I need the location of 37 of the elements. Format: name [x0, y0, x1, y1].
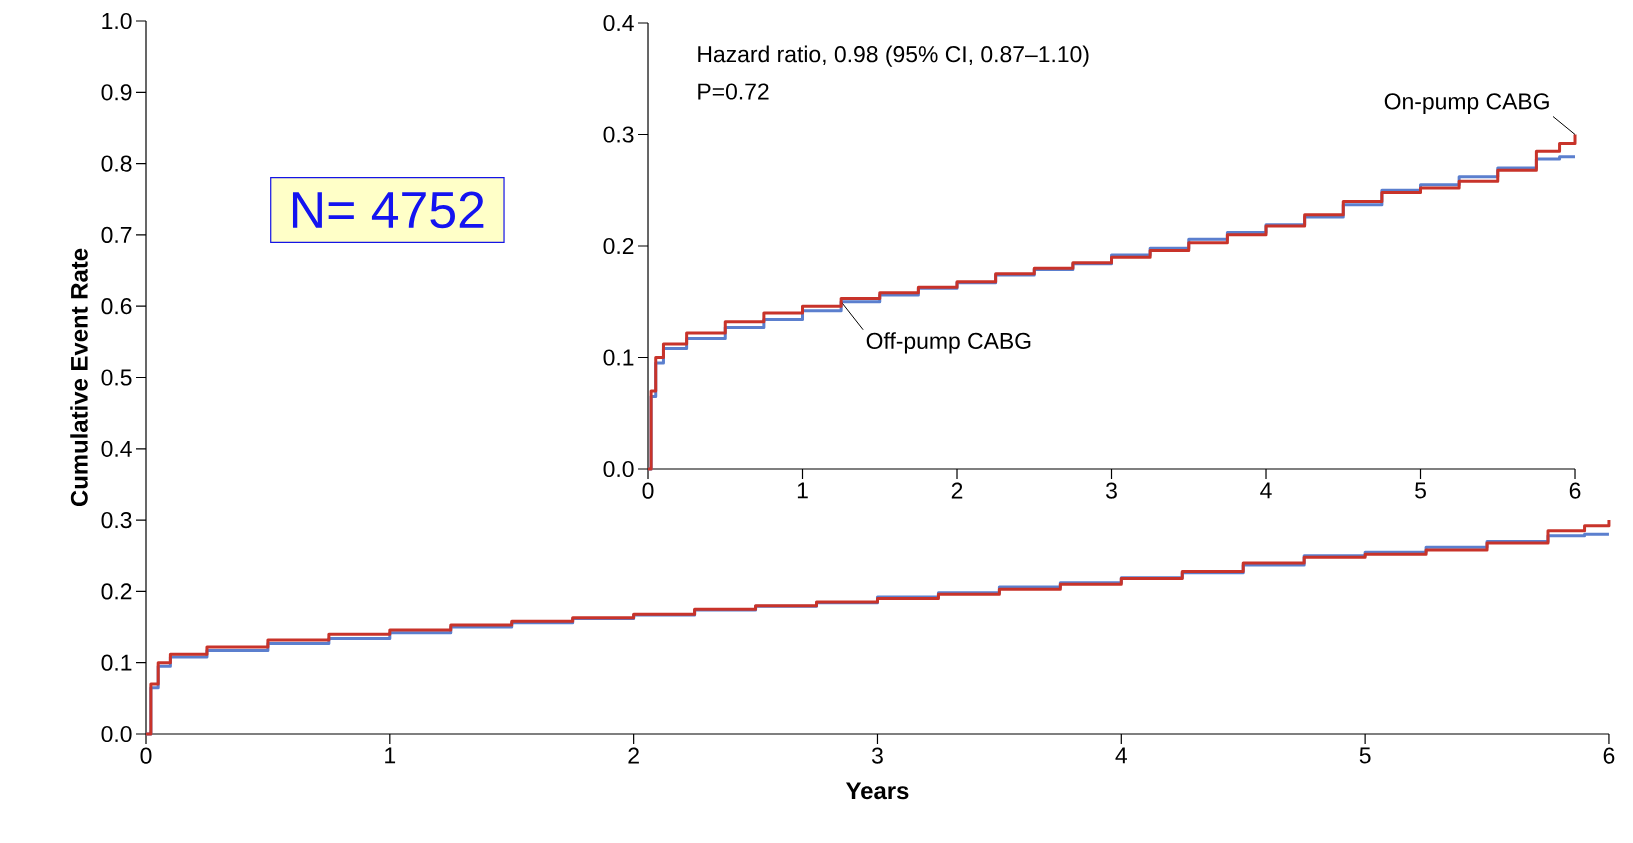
x-axis-title: Years [845, 782, 909, 800]
y-tick-label: 0.2 [101, 583, 132, 600]
annotation: P=0.72 [698, 83, 769, 100]
y-axis-title: Cumulative Event Rate [70, 248, 88, 507]
x-tick-label: 1 [385, 747, 396, 764]
x-tick-label: 5 [1359, 747, 1371, 764]
y-tick-label: 0.2 [603, 237, 634, 255]
x-tick-label: 6 [1569, 482, 1581, 499]
y-tick-label: 0.8 [101, 155, 132, 172]
x-tick-label: 2 [628, 747, 639, 764]
x-tick-label: 4 [1260, 482, 1272, 499]
y-tick-label: 0.1 [101, 654, 132, 671]
annotation: N= 4752 [292, 191, 484, 229]
y-tick-label: 0.9 [101, 84, 132, 101]
x-tick-label: 1 [797, 482, 808, 499]
x-tick-label: 3 [1106, 482, 1117, 499]
series-label: On-pump CABG [1384, 93, 1549, 114]
y-tick-label: 0.3 [101, 511, 132, 529]
series-label: Off-pump CABG [866, 332, 1031, 354]
y-tick-label: 0.0 [101, 725, 132, 743]
x-tick-label: 5 [1415, 482, 1426, 499]
y-tick-label: 0.4 [101, 440, 132, 457]
y-tick-label: 0.6 [101, 298, 132, 315]
x-tick-label: 0 [140, 747, 152, 764]
y-tick-label: 0.4 [603, 14, 634, 32]
y-tick-label: 0.5 [101, 369, 132, 386]
x-tick-label: 6 [1603, 747, 1615, 764]
x-tick-label: 3 [871, 747, 883, 764]
y-tick-label: 1.0 [102, 12, 132, 30]
y-tick-label: 0.7 [101, 226, 132, 243]
x-tick-label: 4 [1115, 747, 1127, 764]
annotation: Hazard ratio, 0.98 (95% CI, 0.87–1.10) [698, 45, 1089, 67]
y-tick-label: 0.0 [603, 460, 634, 478]
x-tick-label: 2 [951, 482, 963, 499]
y-tick-label: 0.1 [603, 349, 634, 366]
x-tick-label: 0 [642, 482, 654, 499]
y-tick-label: 0.3 [603, 126, 634, 143]
